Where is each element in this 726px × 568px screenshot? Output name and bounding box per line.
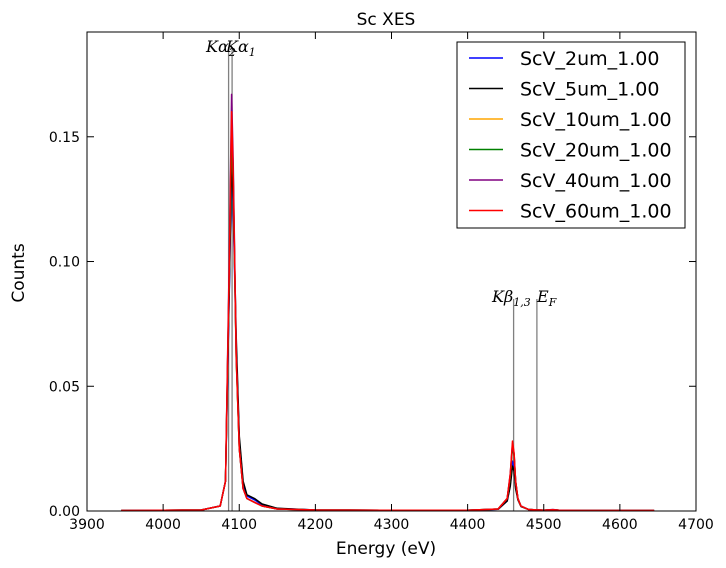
ka2-label: Kα2: [205, 37, 236, 59]
y-tick-label: 0.10: [49, 255, 80, 271]
x-tick-label: 4200: [298, 517, 334, 533]
plot-frame: [86, 31, 697, 512]
chart-title: Sc XES: [357, 10, 416, 30]
legend-label-0: ScV_2um_1.00: [520, 48, 659, 70]
x-tick-label: 4400: [450, 517, 486, 533]
legend-label-2: ScV_10um_1.00: [520, 109, 672, 131]
y-tick-label: 0.00: [49, 504, 80, 520]
legend-label-4: ScV_40um_1.00: [520, 170, 672, 192]
x-tick-label: 4500: [526, 517, 562, 533]
legend: ScV_2um_1.00 ScV_5um_1.00 ScV_10um_1.00 ScV…: [456, 41, 686, 229]
x-tick-label: 4100: [221, 517, 257, 533]
x-tick-label: 4600: [602, 517, 638, 533]
x-tick-label: 4000: [145, 517, 181, 533]
ka1-label: Kα1: [225, 37, 256, 59]
y-tick-label: 0.15: [49, 130, 80, 146]
legend-label-3: ScV_20um_1.00: [520, 140, 672, 162]
legend-box: [456, 41, 686, 229]
y-tick-label: 0.05: [49, 379, 80, 395]
axis-ticks: 3900 4000 4100 4200 4300 4400 4500 4600 4700 0.00…: [49, 32, 714, 533]
x-axis-label: Energy (eV): [336, 539, 436, 559]
x-tick-label: 4700: [678, 517, 714, 533]
y-axis-label: Counts: [9, 243, 29, 302]
legend-label-5: ScV_60um_1.00: [520, 201, 672, 223]
x-tick-label: 3900: [69, 517, 105, 533]
legend-label-1: ScV_5um_1.00: [520, 79, 659, 101]
x-tick-label: 4300: [374, 517, 410, 533]
